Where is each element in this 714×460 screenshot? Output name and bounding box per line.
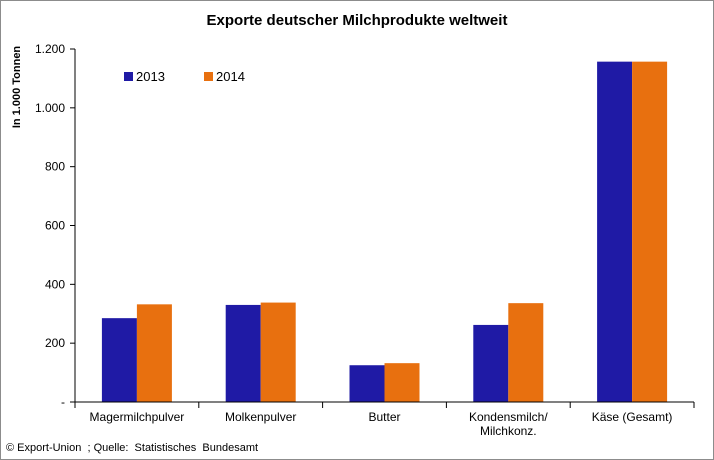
y-tick-label: 1.000 bbox=[35, 101, 65, 115]
category-label: Kondensmilch/ bbox=[469, 410, 548, 424]
category-label: Molkenpulver bbox=[225, 410, 296, 424]
bar-2014-0 bbox=[136, 304, 172, 402]
bar-2013-2 bbox=[349, 365, 385, 402]
y-tick-label: 200 bbox=[45, 336, 65, 350]
legend: 2013 2014 bbox=[124, 69, 245, 84]
bar-2013-1 bbox=[225, 304, 261, 402]
legend-swatch-2013 bbox=[124, 72, 133, 81]
bar-2014-2 bbox=[384, 363, 420, 402]
bar-2013-3 bbox=[473, 324, 509, 402]
source-note: © Export-Union ; Quelle: Statistisches B… bbox=[6, 442, 259, 454]
category-label: Milchkonz. bbox=[480, 424, 537, 438]
y-tick-label: - bbox=[61, 395, 65, 409]
category-label: Butter bbox=[368, 410, 400, 424]
y-axis-label: In 1.000 Tonnen bbox=[11, 46, 23, 129]
bars-group bbox=[101, 61, 668, 402]
category-label: Magermilchpulver bbox=[90, 410, 185, 424]
y-tick-label: 1.200 bbox=[35, 42, 65, 56]
legend-swatch-2014 bbox=[204, 72, 213, 81]
bar-2013-0 bbox=[101, 318, 137, 402]
category-labels: Magermilchpulver Molkenpulver Butter Konden… bbox=[90, 410, 673, 438]
chart-title: Exporte deutscher Milchprodukte weltweit bbox=[207, 12, 508, 29]
bar-2014-1 bbox=[260, 302, 296, 402]
axes-group: - 200 400 600 800 1.000 1.200 bbox=[35, 42, 695, 409]
legend-label-2013: 2013 bbox=[136, 69, 165, 84]
y-tick-label: 400 bbox=[45, 277, 65, 291]
bar-2013-4 bbox=[597, 61, 633, 402]
y-tick-label: 600 bbox=[45, 219, 65, 233]
category-label: Käse (Gesamt) bbox=[592, 410, 673, 424]
bar-2014-4 bbox=[632, 61, 668, 402]
bar-2014-3 bbox=[508, 303, 544, 402]
legend-label-2014: 2014 bbox=[216, 69, 245, 84]
y-tick-label: 800 bbox=[45, 160, 65, 174]
